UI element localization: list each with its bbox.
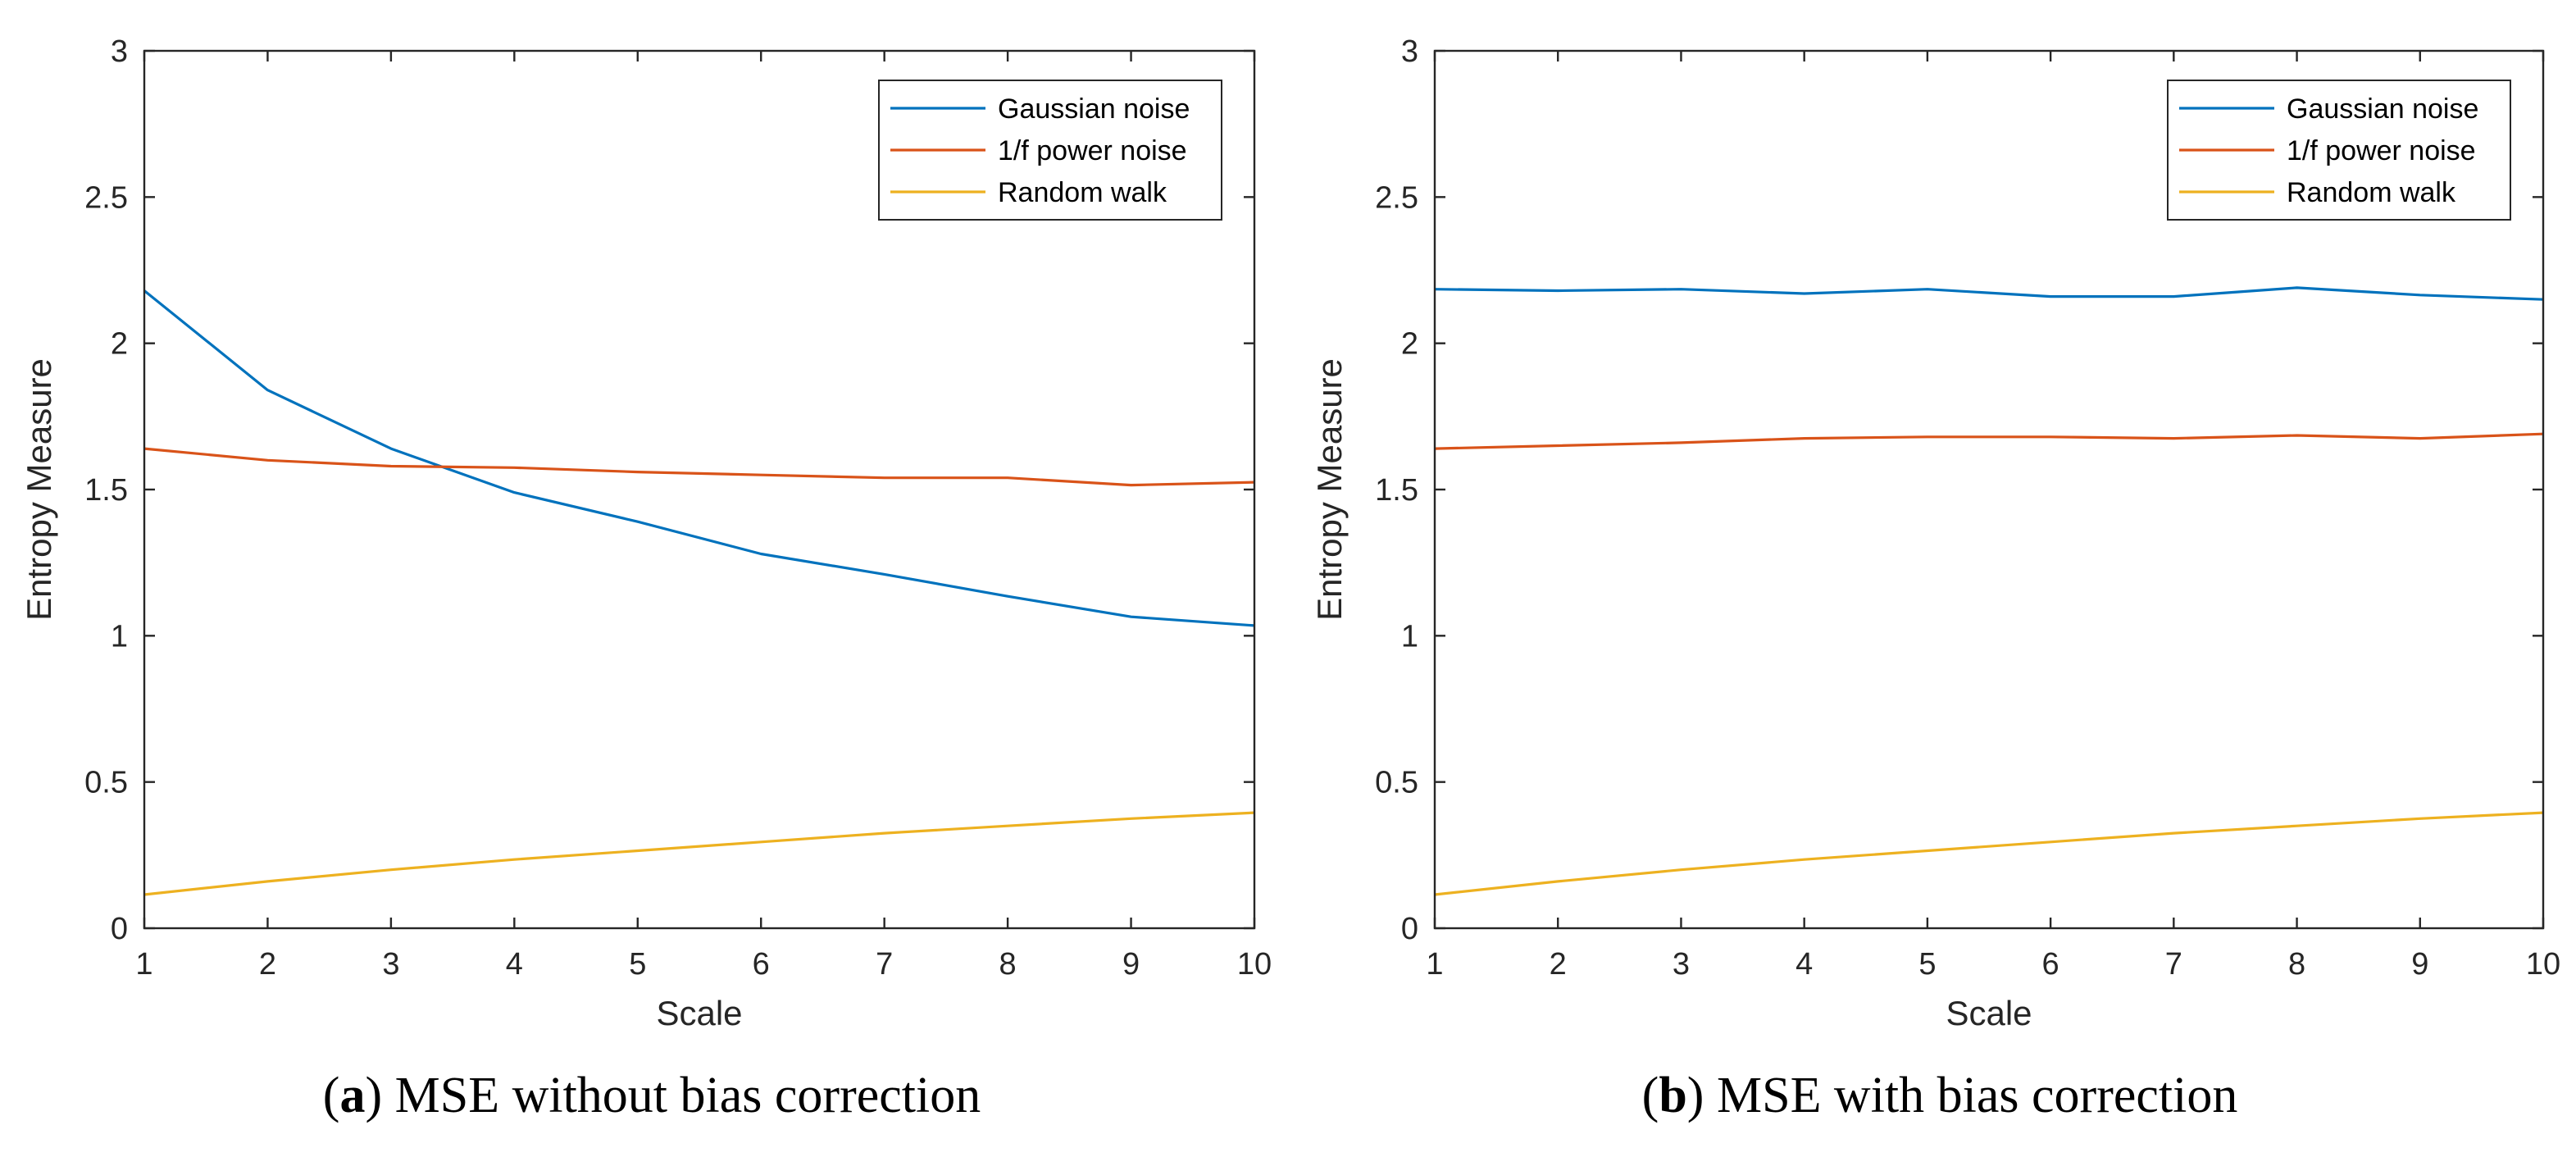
x-axis-label: Scale — [656, 994, 742, 1032]
x-tick-label: 4 — [506, 947, 523, 982]
caption-letter: b — [1659, 1068, 1686, 1123]
y-tick-label: 0 — [1401, 912, 1418, 946]
caption-text: MSE without bias correction — [382, 1068, 981, 1123]
x-tick-label: 5 — [629, 947, 646, 982]
x-tick-label: 1 — [1426, 947, 1443, 982]
caption-open-paren: ( — [1642, 1068, 1659, 1123]
x-tick-label: 3 — [382, 947, 399, 982]
x-tick-label: 8 — [2288, 947, 2305, 982]
legend-entry: Random walk — [998, 177, 1167, 208]
y-tick-label: 1 — [111, 619, 128, 654]
y-tick-label: 1.5 — [1375, 473, 1418, 508]
x-tick-label: 10 — [1237, 947, 1272, 982]
panel-a: 1 2 3 4 5 6 7 8 9 10 0 0.5 1 1.5 2 2.5 3 Scale Entropy Mea… — [20, 34, 1272, 1123]
legend-entry: Gaussian noise — [998, 93, 1190, 125]
x-axis-label: Scale — [1946, 994, 2032, 1032]
series-line-random-walk — [143, 811, 1255, 896]
legend: Gaussian noise 1/f power noise Random walk — [2167, 80, 2511, 221]
x-tick-label: 2 — [259, 947, 276, 982]
y-tick-label: 2 — [111, 327, 128, 362]
x-tick-label: 6 — [2042, 947, 2059, 982]
x-tick-label: 4 — [1795, 947, 1813, 982]
series-line-gaussian-noise — [1434, 286, 2544, 301]
panel-caption: (a) MSE without bias correction — [323, 1068, 981, 1123]
x-tick-label: 5 — [1918, 947, 1936, 982]
y-tick-label: 0.5 — [1375, 766, 1418, 800]
legend-entry: Gaussian noise — [2287, 93, 2478, 125]
panel-caption: (b) MSE with bias correction — [1642, 1068, 2238, 1123]
series-line-random-walk — [1434, 811, 2544, 896]
x-tick-label: 9 — [2411, 947, 2428, 982]
y-tick-label: 2 — [1401, 327, 1418, 362]
x-tick-label: 9 — [1122, 947, 1140, 982]
x-tick-label: 6 — [753, 947, 770, 982]
y-tick-label: 3 — [1401, 34, 1418, 69]
x-tick-label: 8 — [999, 947, 1017, 982]
series-line-gaussian-noise — [143, 289, 1255, 627]
x-tick-label: 10 — [2526, 947, 2560, 982]
y-axis-label: Entropy Measure — [20, 358, 58, 621]
series-line-1-f-power-noise — [143, 447, 1255, 487]
x-tick-label: 1 — [135, 947, 152, 982]
y-tick-label: 1 — [1401, 619, 1418, 654]
y-tick-label: 0 — [111, 912, 128, 946]
caption-open-paren: ( — [323, 1068, 340, 1123]
legend-entry: 1/f power noise — [2287, 135, 2476, 166]
x-tick-label: 7 — [2165, 947, 2182, 982]
series-line-1-f-power-noise — [1434, 432, 2544, 450]
caption-close-paren: ) — [365, 1068, 382, 1123]
caption-text: MSE with bias correction — [1704, 1068, 2237, 1123]
y-tick-label: 0.5 — [84, 766, 128, 800]
legend-entry: 1/f power noise — [998, 135, 1187, 166]
caption-close-paren: ) — [1687, 1068, 1704, 1123]
y-tick-label: 3 — [111, 34, 128, 69]
x-tick-label: 7 — [876, 947, 893, 982]
y-axis-label: Entropy Measure — [1310, 358, 1349, 621]
panel-b: 1 2 3 4 5 6 7 8 9 10 0 0.5 1 1.5 2 2.5 3 Scale Entropy Mea… — [1310, 34, 2560, 1123]
caption-letter: a — [339, 1068, 365, 1123]
y-tick-label: 2.5 — [1375, 180, 1418, 215]
y-tick-label: 1.5 — [84, 473, 128, 508]
x-tick-label: 2 — [1550, 947, 1567, 982]
y-tick-label: 2.5 — [84, 180, 128, 215]
x-tick-label: 3 — [1673, 947, 1690, 982]
legend-entry: Random walk — [2287, 177, 2456, 208]
legend: Gaussian noise 1/f power noise Random walk — [878, 80, 1222, 221]
